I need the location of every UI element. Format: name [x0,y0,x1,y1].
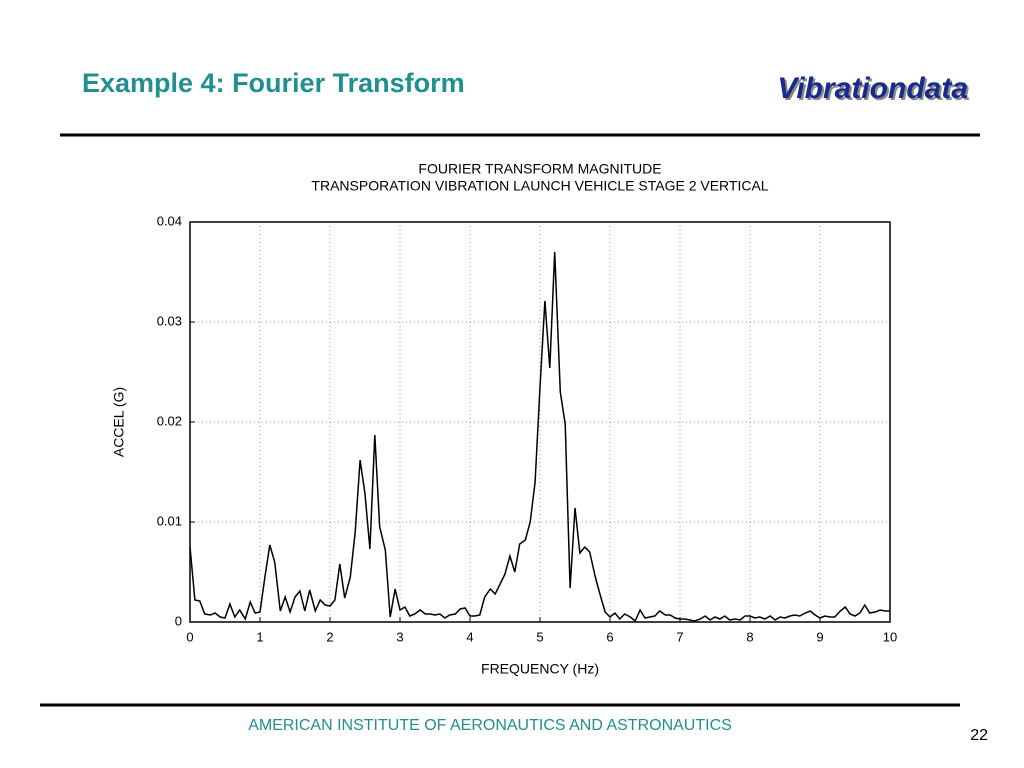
x-tick-label: 5 [536,629,543,644]
x-tick-label: 2 [326,629,333,644]
x-axis-label: FREQUENCY (Hz) [481,661,599,677]
x-tick-label: 7 [676,629,683,644]
y-tick-label: 0 [175,613,182,628]
logo: Vibrationdata [777,72,968,105]
y-axis-label: ACCEL (G) [111,387,127,457]
y-tick-label: 0.01 [157,513,182,528]
plot-frame [189,221,891,623]
x-tick-label: 0 [186,629,193,644]
y-tick-label: 0.03 [157,313,182,328]
x-tick-label: 4 [466,629,473,644]
y-tick-label: 0.04 [157,213,182,228]
x-tick-label: 10 [883,629,897,644]
chart-title: FOURIER TRANSFORM MAGNITUDE [418,161,661,177]
page-number: 22 [970,727,988,744]
x-tick-label: 8 [746,629,753,644]
x-tick-label: 6 [606,629,613,644]
y-tick-label: 0.02 [157,413,182,428]
x-tick-label: 9 [816,629,823,644]
slide-title: Example 4: Fourier Transform [82,68,465,98]
footer: AMERICAN INSTITUTE OF AERONAUTICS AND AS… [248,717,732,734]
data-line [189,251,890,623]
chart-subtitle: TRANSPORATION VIBRATION LAUNCH VEHICLE S… [311,178,768,194]
logo-shadow: Vibrationdata [779,74,970,107]
x-tick-label: 1 [256,629,263,644]
x-tick-label: 3 [396,629,403,644]
